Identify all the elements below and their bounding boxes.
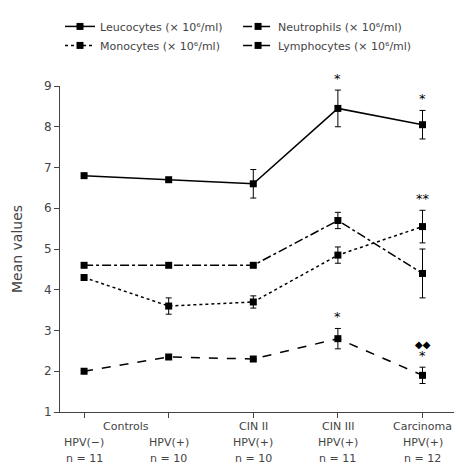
svg-text:HPV(+): HPV(+): [318, 436, 358, 449]
svg-text:CIN III: CIN III: [322, 420, 354, 433]
svg-text:Leucocytes (× 10⁶/ml): Leucocytes (× 10⁶/ml): [100, 21, 223, 34]
svg-text:6: 6: [44, 201, 52, 215]
svg-text:HPV(+): HPV(+): [233, 436, 273, 449]
svg-text:n = 10: n = 10: [150, 452, 187, 465]
svg-text:8: 8: [44, 120, 52, 134]
svg-text:*: *: [334, 71, 341, 86]
svg-text:7: 7: [44, 161, 52, 175]
svg-text:n = 12: n = 12: [404, 452, 441, 465]
svg-text:Neutrophils (× 10⁶/ml): Neutrophils (× 10⁶/ml): [278, 21, 402, 34]
svg-text:**: **: [416, 191, 430, 206]
svg-text:n = 11: n = 11: [319, 452, 356, 465]
svg-text:n = 10: n = 10: [235, 452, 272, 465]
svg-text:1: 1: [44, 405, 52, 419]
svg-text:CIN II: CIN II: [239, 420, 268, 433]
svg-text:9: 9: [44, 79, 52, 93]
svg-text:3: 3: [44, 324, 52, 338]
svg-text:Monocytes (× 10⁶/ml): Monocytes (× 10⁶/ml): [100, 40, 220, 53]
svg-text:n = 11: n = 11: [66, 452, 103, 465]
svg-text:5: 5: [44, 242, 52, 256]
svg-text:4: 4: [44, 283, 52, 297]
svg-text:Controls: Controls: [103, 420, 149, 433]
svg-text:*: *: [334, 309, 341, 324]
svg-text:Lymphocytes (× 10⁶/ml): Lymphocytes (× 10⁶/ml): [278, 40, 411, 53]
svg-text:2: 2: [44, 364, 52, 378]
svg-text:Mean values: Mean values: [9, 205, 25, 293]
svg-text:*: *: [419, 348, 426, 363]
svg-text:HPV(+): HPV(+): [403, 436, 443, 449]
svg-text:HPV(−): HPV(−): [64, 436, 104, 449]
svg-text:HPV(+): HPV(+): [149, 436, 189, 449]
svg-text:*: *: [419, 91, 426, 106]
svg-text:Carcinoma: Carcinoma: [393, 420, 452, 433]
svg-text:◆◆: ◆◆: [415, 339, 431, 350]
